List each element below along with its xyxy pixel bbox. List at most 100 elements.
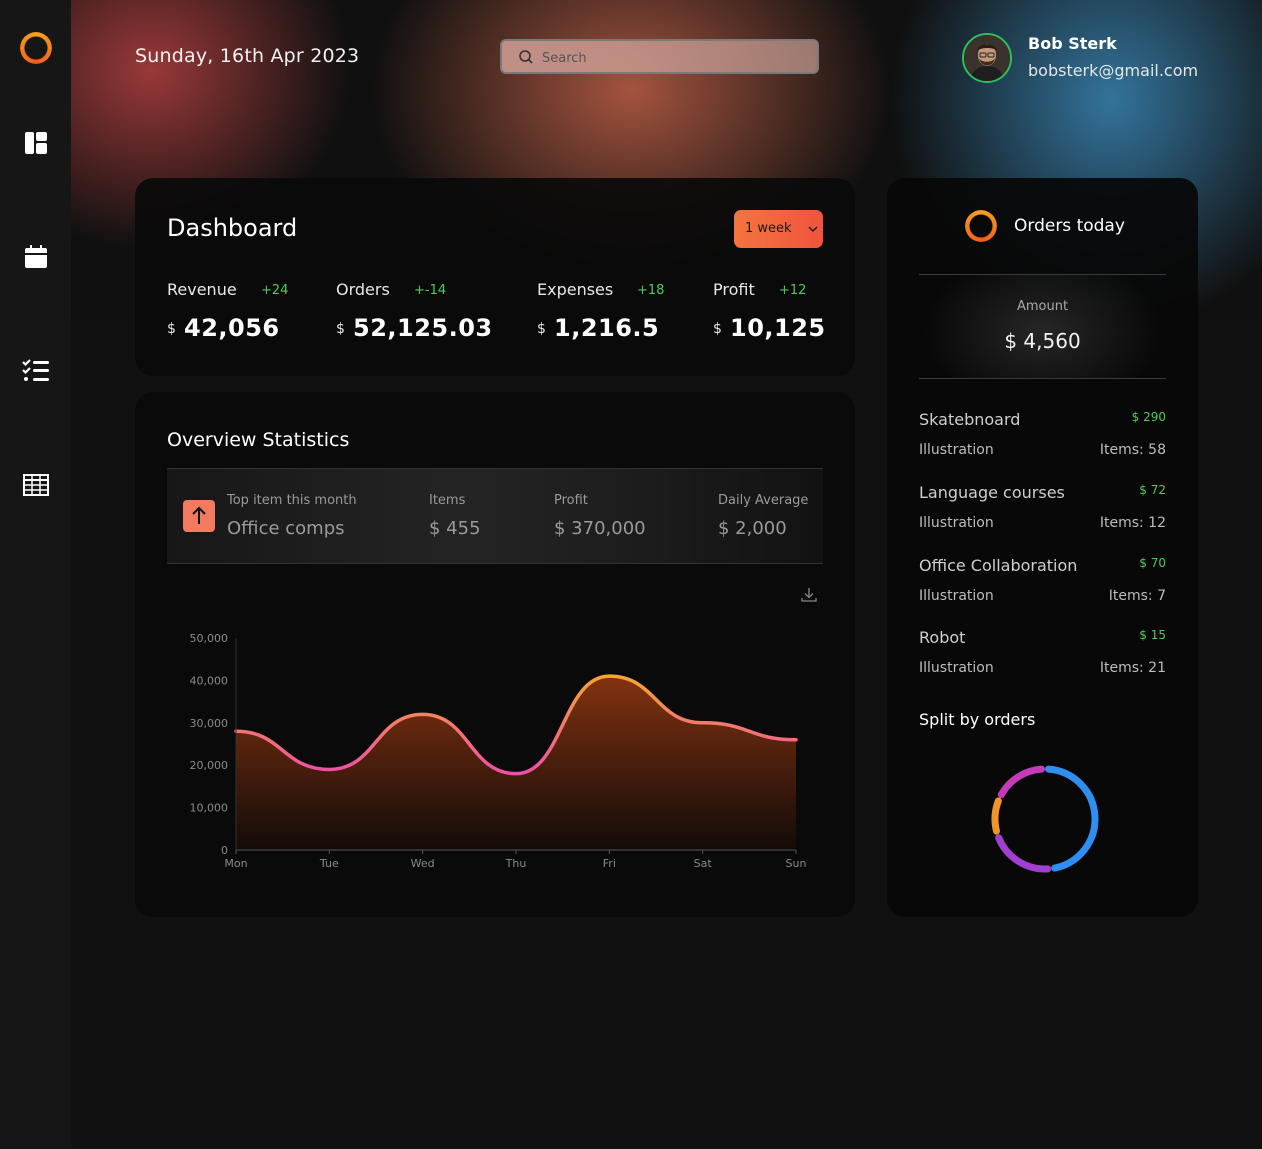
- currency-symbol: $: [167, 321, 176, 337]
- section-title: Overview Statistics: [167, 429, 350, 451]
- y-tick-label: 50,000: [190, 632, 229, 645]
- y-tick-label: 0: [221, 844, 228, 857]
- orders-today-card: Orders today Amount $ 4,560 Skatebnoard …: [887, 178, 1198, 917]
- daily-average-value: $ 2,000: [718, 518, 787, 539]
- donut-segment: [991, 797, 1002, 835]
- x-tick-label: Mon: [224, 857, 247, 870]
- amount-label: Amount: [1016, 299, 1069, 314]
- daily-average-label: Daily Average: [718, 493, 809, 508]
- order-item-category: Illustration: [919, 442, 994, 458]
- search-input[interactable]: [542, 49, 802, 67]
- amount-summary: Amount $ 4,560: [919, 275, 1166, 378]
- order-item-count: Items: 21: [1099, 660, 1166, 676]
- currency-symbol: $: [713, 321, 722, 337]
- order-item[interactable]: Skatebnoard $ 290 Illustration Items: 58: [919, 410, 1166, 470]
- page-title: Dashboard: [167, 214, 298, 242]
- metric-orders-delta: +-14: [414, 283, 447, 298]
- divider: [919, 274, 1166, 275]
- order-item-category: Illustration: [919, 660, 994, 676]
- x-tick-label: Tue: [319, 857, 339, 870]
- time-range-value: 1 week: [745, 221, 792, 236]
- metric-profit-value: 10,125: [730, 314, 826, 342]
- x-tick-label: Fri: [603, 857, 616, 870]
- currency-symbol: $: [537, 321, 546, 337]
- split-by-orders-donut: [991, 765, 1099, 873]
- profit-label: Profit: [554, 493, 588, 508]
- metric-revenue-value: 42,056: [184, 314, 280, 342]
- current-date: Sunday, 16th Apr 2023: [135, 45, 360, 67]
- divider: [167, 563, 823, 564]
- items-label: Items: [429, 493, 466, 508]
- metric-revenue-delta: +24: [261, 283, 289, 298]
- order-item-category: Illustration: [919, 515, 994, 531]
- user-email: bobsterk@gmail.com: [1028, 61, 1199, 80]
- orders-ring-icon: [965, 210, 997, 242]
- overview-area-chart: 0 10,000 20,000 30,000 40,000 50,000 Mon Tue Wed…: [190, 632, 807, 870]
- y-tick-label: 20,000: [190, 759, 229, 772]
- order-item[interactable]: Robot $ 15 Illustration Items: 21: [919, 628, 1166, 688]
- order-item-count: Items: 58: [1099, 442, 1166, 458]
- order-item-name: Skatebnoard: [919, 410, 1021, 429]
- table-icon[interactable]: [21, 470, 51, 500]
- x-tick-label: Wed: [411, 857, 435, 870]
- chevron-down-icon: [808, 226, 818, 232]
- user-name: Bob Sterk: [1028, 34, 1117, 53]
- chart-series-line: [234, 674, 798, 776]
- y-tick-label: 10,000: [190, 802, 229, 815]
- search-box[interactable]: [500, 39, 819, 74]
- metric-expenses-delta: +18: [637, 283, 665, 298]
- x-tick-label: Sun: [786, 857, 807, 870]
- arrow-up-icon: [192, 506, 206, 524]
- split-by-orders-title: Split by orders: [919, 710, 1036, 729]
- metric-expenses-label: Expenses: [537, 280, 614, 299]
- order-item-price: $ 15: [1139, 628, 1166, 642]
- amount-value: $ 4,560: [1004, 329, 1081, 353]
- x-tick-label: Thu: [505, 857, 527, 870]
- donut-segment: [997, 765, 1046, 799]
- metric-orders-label: Orders: [336, 280, 390, 299]
- chart-area-fill: [236, 676, 796, 850]
- currency-symbol: $: [336, 321, 345, 337]
- order-item-count: Items: 12: [1099, 515, 1166, 531]
- metric-orders-value: 52,125.03: [353, 314, 493, 342]
- donut-segment: [995, 834, 1052, 873]
- metric-profit-label: Profit: [713, 280, 755, 299]
- divider: [919, 378, 1166, 379]
- dashboard-summary-card: Dashboard 1 week Revenue +24 $ 42,056 Or…: [135, 178, 855, 376]
- donut-segment: [1044, 765, 1099, 872]
- avatar[interactable]: [962, 33, 1012, 83]
- metric-profit-delta: +12: [779, 283, 807, 298]
- divider: [167, 468, 823, 469]
- sidebar: [0, 0, 71, 1149]
- order-item-price: $ 72: [1139, 483, 1166, 497]
- items-value: $ 455: [429, 518, 481, 539]
- order-item-name: Robot: [919, 628, 966, 647]
- order-item-price: $ 70: [1139, 556, 1166, 570]
- time-range-select[interactable]: 1 week: [734, 210, 823, 248]
- download-icon[interactable]: [800, 586, 818, 604]
- metric-revenue-label: Revenue: [167, 280, 237, 299]
- user-photo: [964, 35, 1010, 81]
- trend-up-badge: [183, 500, 215, 532]
- app-logo[interactable]: [20, 32, 52, 64]
- order-item-name: Language courses: [919, 483, 1065, 502]
- order-item-count: Items: 7: [1108, 588, 1166, 604]
- order-item-category: Illustration: [919, 588, 994, 604]
- metric-expenses-value: 1,216.5: [554, 314, 660, 342]
- overview-statistics-card: Overview Statistics Top item this month …: [135, 392, 855, 917]
- order-item[interactable]: Language courses $ 72 Illustration Items…: [919, 483, 1166, 543]
- order-item[interactable]: Office Collaboration $ 70 Illustration I…: [919, 556, 1166, 616]
- x-tick-label: Sat: [694, 857, 713, 870]
- calendar-icon[interactable]: [21, 242, 51, 272]
- top-item-label: Top item this month: [227, 493, 357, 508]
- orders-today-title: Orders today: [1014, 216, 1125, 236]
- checklist-icon[interactable]: [21, 356, 51, 386]
- y-tick-label: 40,000: [190, 674, 229, 687]
- y-tick-label: 30,000: [190, 717, 229, 730]
- layout-icon[interactable]: [21, 128, 51, 158]
- top-item-summary: Top item this month Office comps Items $…: [167, 469, 823, 563]
- search-icon: [519, 50, 533, 64]
- order-item-price: $ 290: [1131, 410, 1166, 424]
- profit-value: $ 370,000: [554, 518, 646, 539]
- order-item-name: Office Collaboration: [919, 556, 1078, 575]
